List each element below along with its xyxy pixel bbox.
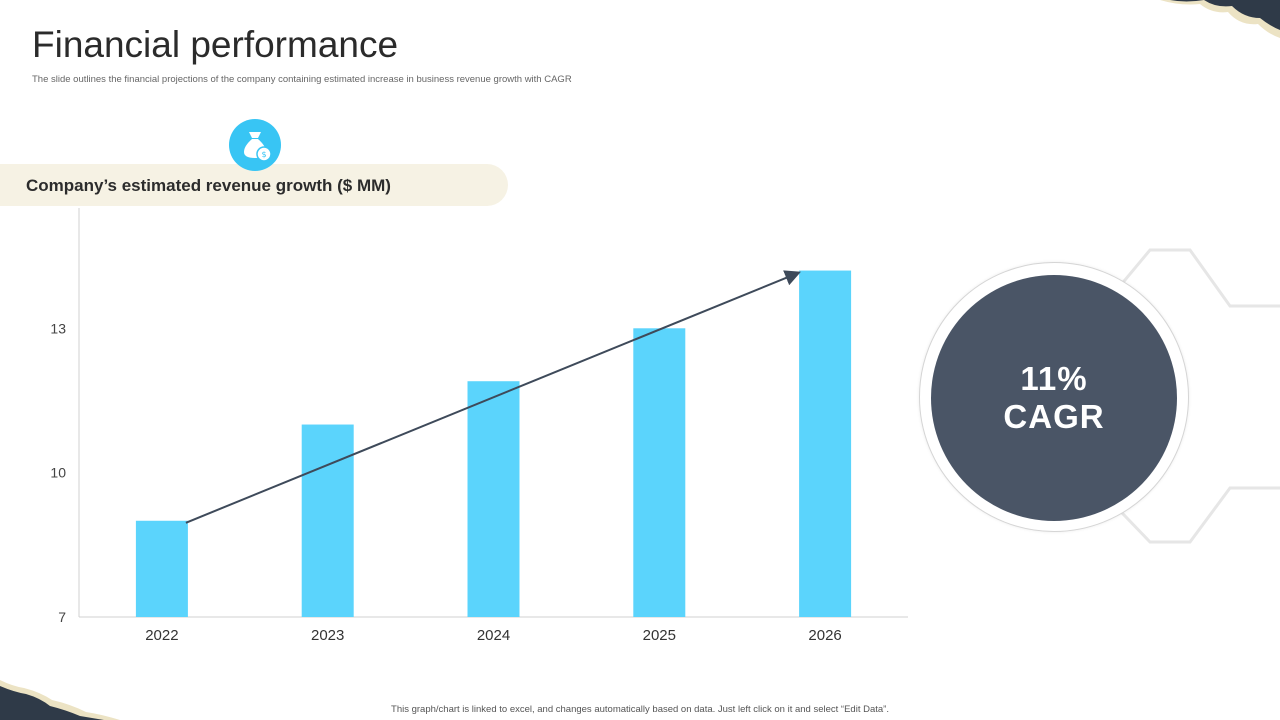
- x-tick-label: 2025: [643, 627, 676, 644]
- x-tick-label: 2023: [311, 627, 344, 644]
- bar: [135, 520, 188, 617]
- corner-decoration: [0, 680, 120, 720]
- x-tick-label: 2026: [808, 627, 841, 644]
- y-tick-label: 7: [58, 609, 66, 625]
- revenue-bar-chart: 7 10 13 2022 2023 2024 2025 2026: [50, 208, 908, 644]
- cagr-value: 11%: [1020, 360, 1088, 397]
- page-subtitle: The slide outlines the financial project…: [32, 74, 572, 85]
- svg-text:$: $: [261, 150, 266, 159]
- chart-title-banner: Company’s estimated revenue growth ($ MM…: [0, 164, 508, 206]
- bar: [467, 381, 520, 617]
- cagr-badge: 11% CAGR: [931, 275, 1177, 521]
- cagr-label: CAGR: [1003, 398, 1105, 435]
- cagr-decoration-lines: [1098, 248, 1280, 544]
- money-bag-icon: $: [229, 119, 281, 171]
- x-tick-label: 2024: [477, 627, 510, 644]
- y-tick-label: 13: [50, 320, 66, 336]
- trend-arrow: [185, 270, 801, 524]
- x-tick-label: 2022: [145, 627, 178, 644]
- bar: [301, 424, 354, 617]
- y-tick-label: 10: [50, 465, 66, 481]
- chart-title: Company’s estimated revenue growth ($ MM…: [26, 176, 391, 195]
- page-title: Financial performance: [32, 24, 399, 65]
- bar: [799, 270, 852, 617]
- footer-note: This graph/chart is linked to excel, and…: [391, 704, 889, 715]
- bar: [633, 328, 686, 617]
- corner-decoration: [1160, 0, 1280, 38]
